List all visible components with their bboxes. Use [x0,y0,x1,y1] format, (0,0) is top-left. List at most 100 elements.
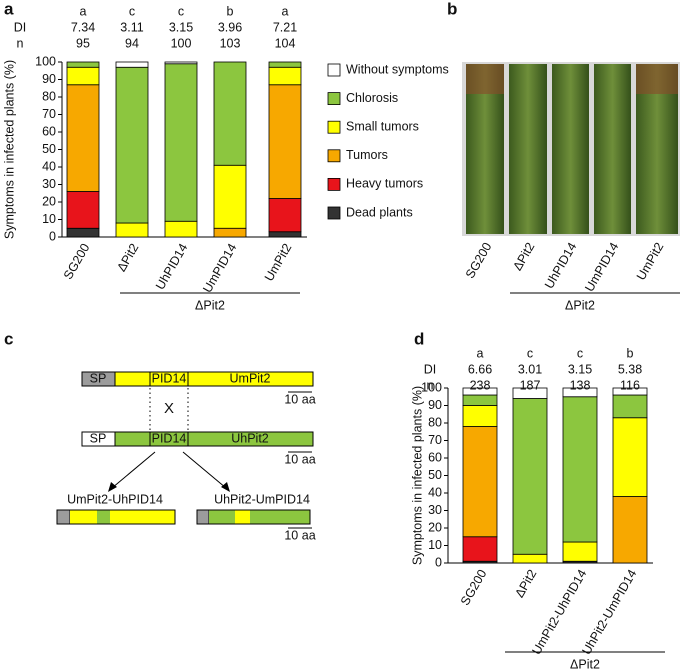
group-label: ΔPit2 [195,298,225,312]
y-tick-label: 80 [428,415,442,429]
bar-segment [164,220,198,238]
y-tick-label: 10 [42,212,56,226]
bar-segment [268,61,302,68]
bar-segment [66,66,100,86]
bar-segment [66,191,100,229]
bar-segment [612,496,648,564]
bar-segment [115,222,149,238]
header-value: 3.96 [218,20,242,34]
legend-swatch [327,120,341,134]
y-tick-label: 90 [42,72,56,86]
header-value: 6.66 [468,362,492,376]
scale-label: 10 aa [284,392,315,406]
bar-segment [268,231,302,238]
y-tick-label: 90 [428,398,442,412]
y-tick-label: 30 [428,503,442,517]
header-value: 187 [520,378,541,392]
bar-segment [462,394,498,406]
x-tick-label: UhPit2-UmPID14 [579,567,639,657]
y-tick-label: 10 [428,538,442,552]
header-value: 3.15 [568,362,592,376]
x-tick-label: ΔPit2 [114,241,141,274]
legend-label: Dead plants [346,205,413,219]
bar-segment [512,398,548,555]
bar-segment [115,61,149,68]
header-value: 103 [220,36,241,50]
y-tick-label: 30 [42,177,56,191]
header-row-label: DI [14,20,27,34]
x-tick-label: SG200 [61,241,93,282]
photo-label: ΔPit2 [510,240,537,273]
bar-segment [66,227,100,238]
y-tick-label: 100 [35,54,56,68]
legend-swatch [327,92,341,105]
header-value: 3.01 [518,362,542,376]
bar-segment [612,394,648,419]
sp-label: SP [90,371,107,385]
bar-segment [462,426,498,538]
header-row-label: n [427,378,434,392]
header-value: 5.38 [618,362,642,376]
construct-name: UmPit2 [230,371,271,385]
bar-segment [268,84,302,199]
panel-label: d [414,329,424,348]
panel-label: c [4,329,13,348]
significance-letter: a [477,346,484,360]
y-tick-label: 0 [435,555,442,569]
y-axis-label: Symptoms in infected plants (%) [410,386,424,565]
group-label: ΔPit2 [565,298,595,312]
significance-letter: c [577,346,583,360]
y-tick-label: 60 [428,450,442,464]
photo-label: UhPID14 [542,240,580,291]
cross-label: X [164,400,174,417]
y-tick-label: 20 [428,520,442,534]
photo-label: UmPit2 [634,240,667,283]
y-tick-label: 0 [49,229,56,243]
photo-label: SG200 [463,240,495,281]
bar-segment [512,387,548,399]
bar-segment [612,387,648,396]
scale-label: 10 aa [284,528,315,542]
panel-label: a [4,0,14,18]
bar-segment [66,61,100,68]
construct-name: UhPit2 [231,431,269,445]
bar-segment [562,387,598,398]
leaf-photos [462,62,680,236]
legend-label: Small tumors [346,119,419,133]
header-value: 238 [470,378,491,392]
legend-swatch [327,206,341,220]
bar-segment [115,66,149,224]
bar-segment [164,63,198,222]
legend-swatch [327,149,341,163]
bar-segment [612,417,648,497]
bar-segment [213,61,247,166]
significance-letter: c [129,4,135,18]
x-tick-label: SG200 [458,567,490,608]
bar-segment [213,227,247,238]
x-tick-label: UmPit2-UhPID14 [529,567,589,657]
group-label: ΔPit2 [570,657,600,670]
header-value: 94 [125,36,139,50]
y-tick-label: 40 [42,159,56,173]
bar-segment [462,536,498,562]
header-value: 7.34 [71,20,95,34]
sp-label: SP [90,431,107,445]
header-value: 100 [171,36,192,50]
bar-segment [213,164,247,229]
y-tick-label: 70 [42,107,56,121]
photo-label: UmPID14 [582,240,621,294]
domain-label: PID14 [152,431,187,445]
x-tick-label: UhPID14 [153,241,191,292]
bar-segment [562,541,598,562]
bar-segment [562,396,598,543]
construct-diagram: SP PID14 UmPit2 10 aa X SP PID14 UhPit2 … [56,371,316,542]
y-tick-label: 40 [428,485,442,499]
bar-segment [462,405,498,427]
bar-segment [268,66,302,86]
legend-label: Tumors [346,148,388,162]
header-row-label: DI [424,362,437,376]
y-tick-label: 60 [42,124,56,138]
significance-letter: c [527,346,533,360]
y-axis-label: Symptoms in infected plants (%) [2,60,16,239]
